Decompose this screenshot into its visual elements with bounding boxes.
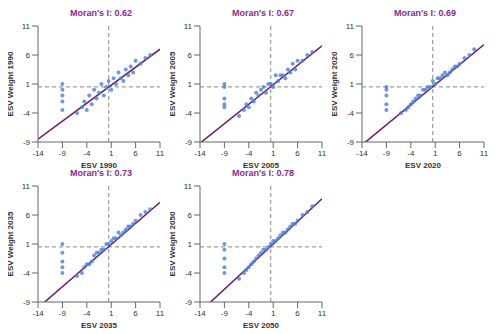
svg-text:-9: -9: [221, 309, 229, 318]
svg-text:-9: -9: [23, 298, 31, 307]
svg-text:11: 11: [480, 149, 489, 158]
svg-text:11: 11: [346, 22, 355, 31]
svg-text:ESV 2050: ESV 2050: [243, 321, 280, 328]
svg-text:-4: -4: [407, 149, 415, 158]
svg-text:1: 1: [109, 149, 114, 158]
svg-text:1: 1: [433, 149, 438, 158]
html-text:Moran's I: 0.69: Moran's I: 0.69: [393, 8, 457, 18]
svg-text:1: 1: [26, 80, 31, 89]
svg-text:11: 11: [318, 149, 327, 158]
svg-text:1: 1: [188, 240, 193, 249]
svg-text:ESV 2020: ESV 2020: [405, 161, 442, 168]
svg-text:11: 11: [22, 182, 31, 191]
svg-text:1: 1: [271, 309, 276, 318]
svg-text:11: 11: [156, 309, 165, 318]
svg-text:ESV 2035: ESV 2035: [81, 321, 118, 328]
svg-text:ESV Weight 2050: ESV Weight 2050: [170, 211, 177, 276]
svg-text:ESV Weight 1990: ESV Weight 1990: [8, 51, 15, 116]
svg-text:ESV Weight 2005: ESV Weight 2005: [170, 51, 177, 116]
svg-text:-14: -14: [194, 309, 206, 318]
svg-text:-14: -14: [32, 149, 44, 158]
svg-text:11: 11: [184, 22, 193, 31]
svg-text:-4: -4: [185, 269, 193, 278]
svg-text:-9: -9: [185, 298, 193, 307]
svg-text:6: 6: [133, 309, 138, 318]
html-text:Moran's I: 0.78: Moran's I: 0.78: [231, 168, 295, 178]
svg-text:1: 1: [188, 80, 193, 89]
svg-text:-14: -14: [356, 149, 368, 158]
svg-text:6: 6: [26, 211, 31, 220]
svg-text:6: 6: [26, 51, 31, 60]
svg-text:-9: -9: [59, 309, 67, 318]
svg-text:11: 11: [184, 182, 193, 191]
svg-text:ESV 2005: ESV 2005: [243, 161, 280, 168]
svg-text:6: 6: [188, 51, 193, 60]
svg-text:-9: -9: [23, 138, 31, 147]
html-text:Moran's I: 0.73: Moran's I: 0.73: [69, 168, 133, 178]
svg-text:-4: -4: [83, 309, 91, 318]
html-text:Moran's I: 0.62: Moran's I: 0.62: [69, 8, 133, 18]
svg-text:-14: -14: [32, 309, 44, 318]
svg-text:1: 1: [271, 149, 276, 158]
svg-text:6: 6: [350, 51, 355, 60]
svg-text:1: 1: [350, 80, 355, 89]
svg-text:-9: -9: [221, 149, 229, 158]
svg-text:-9: -9: [347, 138, 355, 147]
svg-text:1: 1: [26, 240, 31, 249]
svg-text:-4: -4: [245, 309, 253, 318]
svg-text:11: 11: [318, 309, 327, 318]
svg-text:-4: -4: [23, 109, 31, 118]
svg-text:6: 6: [457, 149, 462, 158]
svg-text:-9: -9: [383, 149, 391, 158]
svg-text:ESV Weight 2035: ESV Weight 2035: [8, 211, 15, 276]
svg-text:11: 11: [156, 149, 165, 158]
svg-text:-4: -4: [347, 109, 355, 118]
svg-text:ESV 1990: ESV 1990: [81, 161, 118, 168]
svg-text:1: 1: [109, 309, 114, 318]
svg-text:-4: -4: [23, 269, 31, 278]
svg-text:ESV Weight 2020: ESV Weight 2020: [332, 51, 339, 116]
svg-text:6: 6: [188, 211, 193, 220]
svg-text:11: 11: [22, 22, 31, 31]
svg-text:-4: -4: [245, 149, 253, 158]
svg-text:-4: -4: [83, 149, 91, 158]
svg-text:-4: -4: [185, 109, 193, 118]
svg-text:-14: -14: [194, 149, 206, 158]
svg-text:6: 6: [295, 309, 300, 318]
svg-text:-9: -9: [59, 149, 67, 158]
svg-text:6: 6: [295, 149, 300, 158]
svg-text:-9: -9: [185, 138, 193, 147]
html-text:Moran's I: 0.67: Moran's I: 0.67: [231, 8, 295, 18]
svg-text:6: 6: [133, 149, 138, 158]
